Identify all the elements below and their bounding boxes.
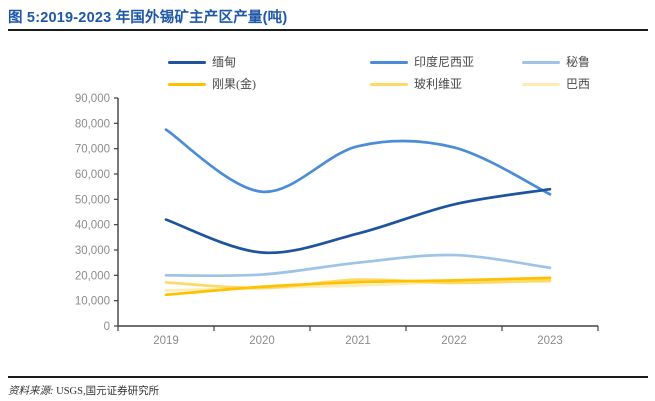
legend-label-myanmar: 缅甸 (212, 55, 237, 69)
legend-swatch-myanmar (168, 60, 206, 64)
series-line-drc (164, 276, 552, 297)
y-tick-label: 70,000 (75, 144, 110, 156)
legend-item-brazil: 巴西 (522, 76, 590, 92)
y-tick-label: 20,000 (75, 270, 110, 282)
footer-divider (8, 376, 648, 378)
y-tick-label: 40,000 (75, 220, 110, 232)
source-label: 资料来源: (8, 386, 54, 397)
x-tick-label: 2023 (537, 335, 563, 347)
source-value: USGS,国元证券研究所 (56, 386, 160, 397)
figure-title: 图 5:2019-2023 年国外锡矿主产区产量(吨) (8, 10, 288, 26)
x-tick-label: 2022 (441, 335, 467, 347)
x-tick-label: 2021 (345, 335, 371, 347)
y-tick-label: 60,000 (75, 169, 110, 181)
y-tick-label: 10,000 (75, 296, 110, 308)
x-tick-label: 2019 (153, 335, 179, 347)
legend-label-brazil: 巴西 (566, 77, 591, 91)
y-tick-label: 30,000 (75, 245, 110, 257)
legend-swatch-bolivia (370, 82, 408, 86)
source-line: 资料来源: USGS,国元证券研究所 (8, 383, 159, 398)
legend-label-indonesia: 印度尼西亚 (414, 55, 475, 69)
y-tick-label: 0 (104, 321, 110, 333)
legend-item-peru: 秘鲁 (522, 54, 590, 70)
legend-item-indonesia: 印度尼西亚 (370, 54, 474, 70)
y-tick-label: 50,000 (75, 194, 110, 206)
series-line-bolivia (164, 278, 552, 290)
legend-item-drc: 刚果(金) (168, 76, 256, 92)
y-tick-label: 80,000 (75, 118, 110, 130)
y-tick-label: 90,000 (75, 93, 110, 105)
series-line-peru (164, 253, 552, 278)
legend-swatch-drc (168, 82, 206, 86)
legend-label-peru: 秘鲁 (566, 55, 591, 69)
series-line-myanmar (164, 187, 552, 255)
x-tick-label: 2020 (249, 335, 275, 347)
series-line-indonesia (164, 128, 552, 196)
legend-swatch-peru (522, 60, 560, 64)
legend-label-drc: 刚果(金) (212, 77, 256, 91)
legend-swatch-brazil (522, 82, 560, 86)
legend-swatch-indonesia (370, 60, 408, 64)
chart-legend: 缅甸 印度尼西亚 秘鲁刚果(金) 玻利维亚 巴西 (0, 0, 655, 100)
title-divider (8, 29, 648, 31)
legend-label-bolivia: 玻利维亚 (414, 77, 463, 91)
legend-item-myanmar: 缅甸 (168, 54, 236, 70)
legend-item-bolivia: 玻利维亚 (370, 76, 462, 92)
